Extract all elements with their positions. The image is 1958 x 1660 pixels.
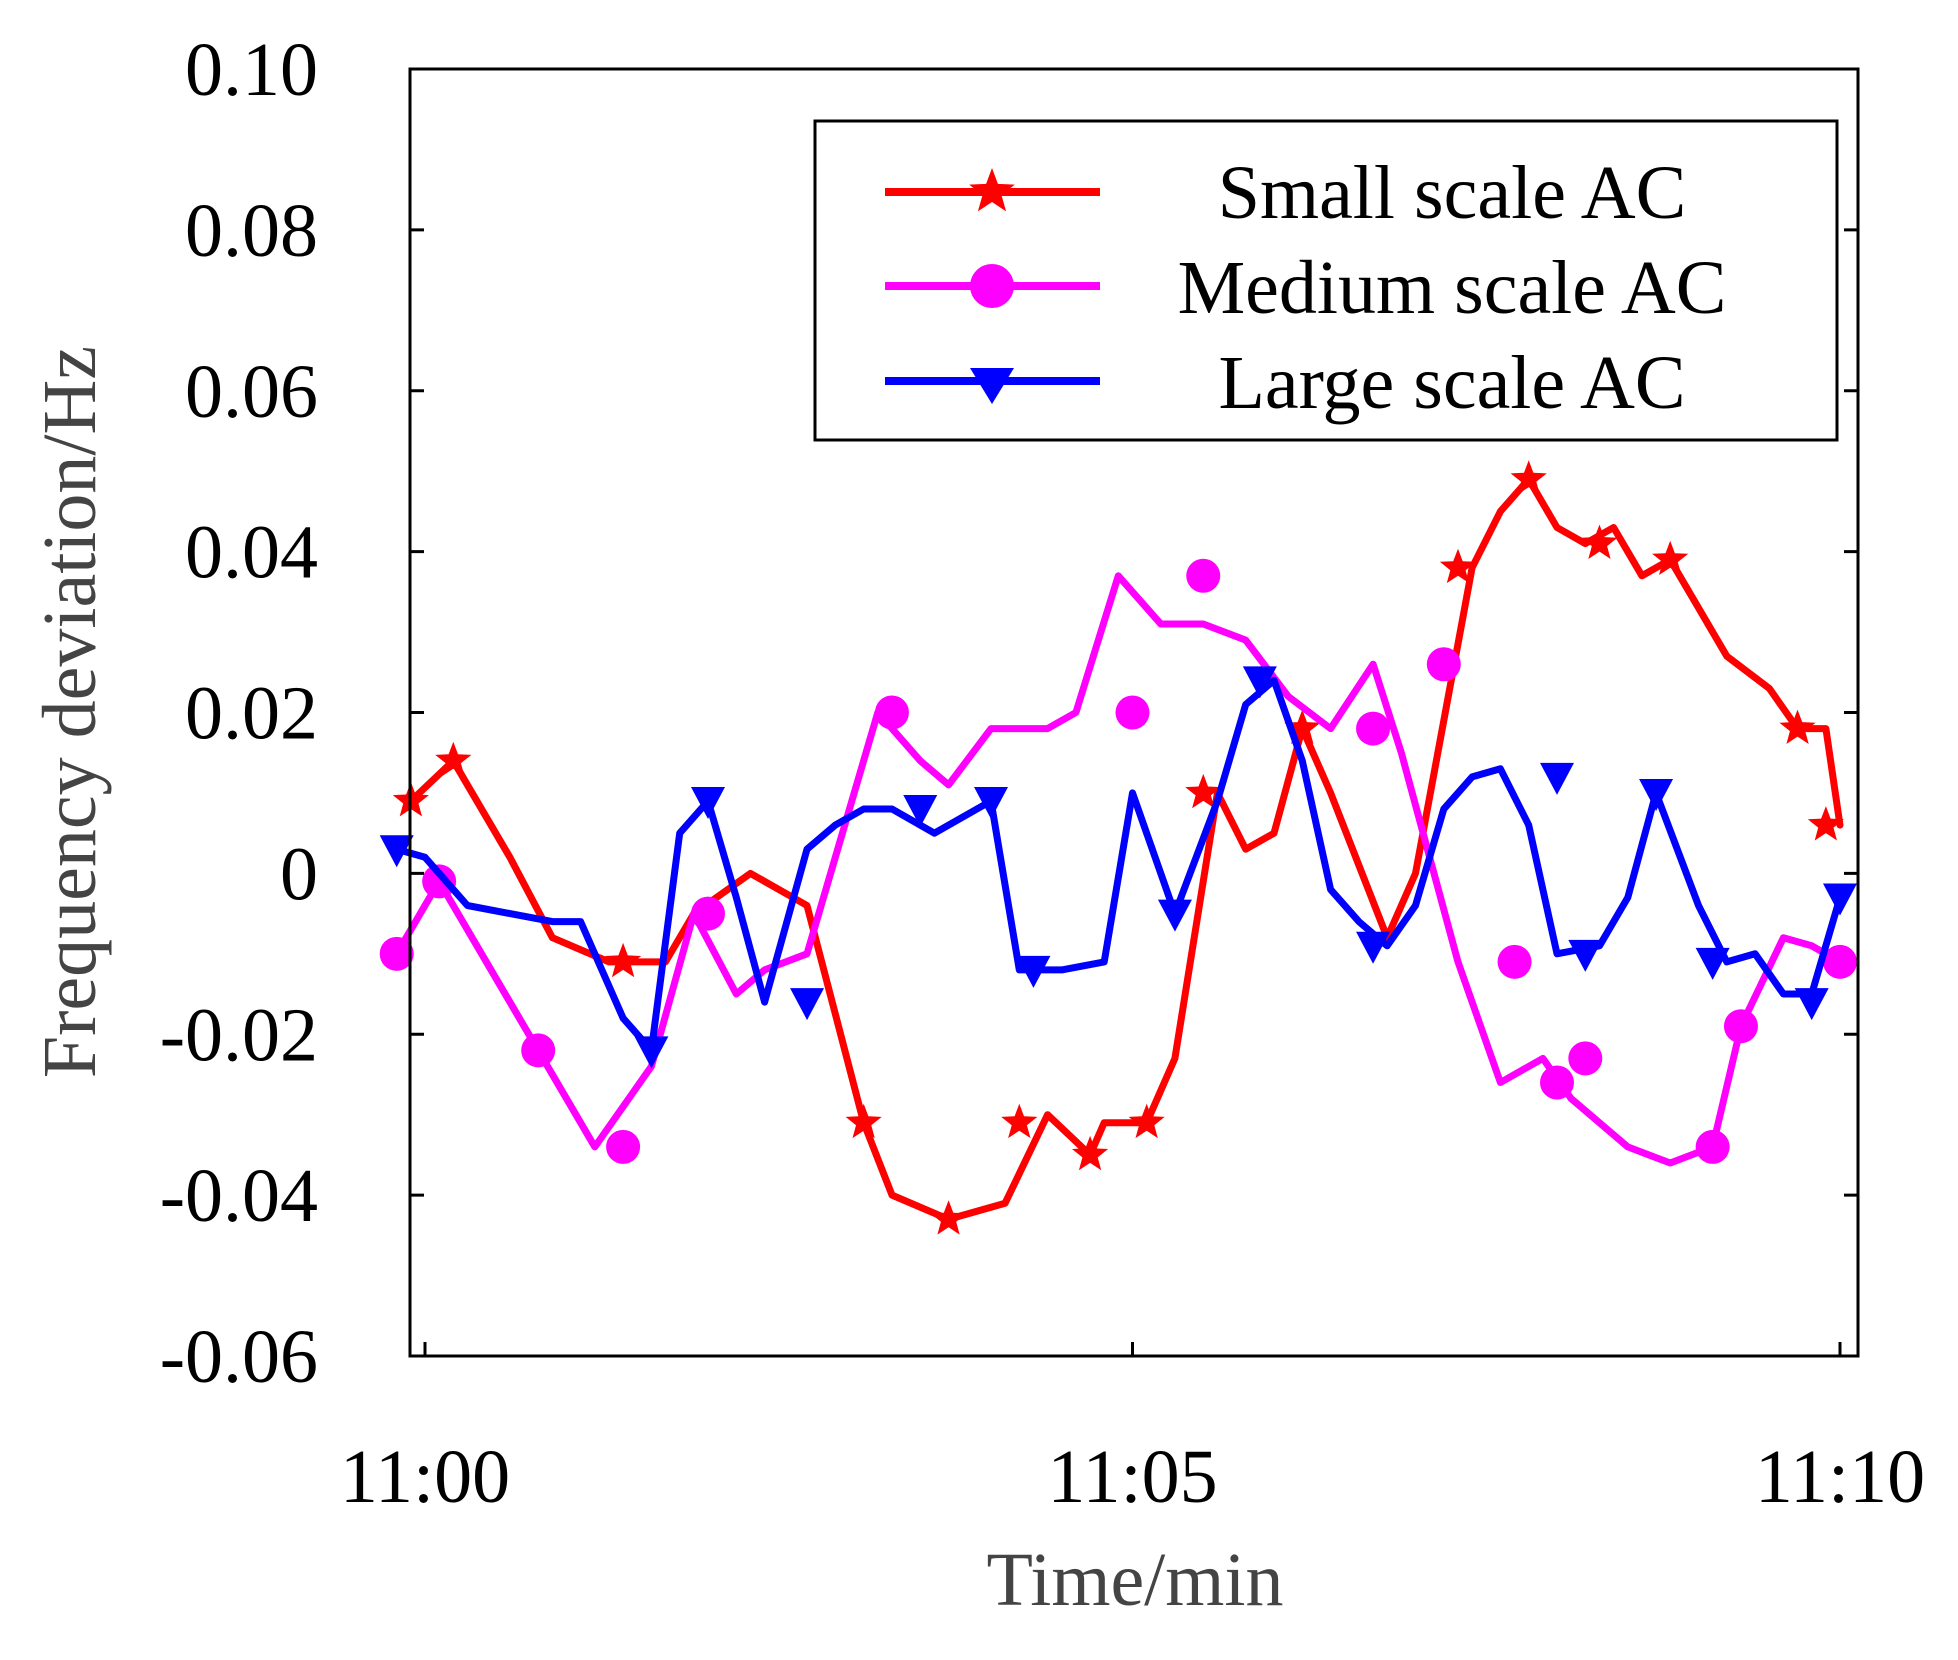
marker-circle — [691, 896, 725, 931]
marker-star — [1652, 540, 1689, 575]
legend-label-large: Large scale AC — [1218, 341, 1685, 425]
marker-star — [1779, 709, 1816, 744]
marker-star — [930, 1200, 967, 1235]
y-axis-ticks: -0.06 -0.04 -0.02 0 0.02 0.04 0.06 0.08 0.10 — [160, 28, 1858, 1399]
y-tick-label: 0.06 — [185, 350, 318, 434]
marker-circle — [606, 1129, 641, 1164]
marker-triangle — [1823, 883, 1857, 916]
legend-label-medium: Medium scale AC — [1178, 246, 1727, 330]
series-layer — [379, 460, 1857, 1235]
y-tick-label: -0.06 — [160, 1315, 318, 1399]
marker-circle — [1497, 944, 1532, 979]
x-tick-label: 11:00 — [340, 1435, 510, 1519]
marker-circle — [1568, 1041, 1603, 1076]
marker-triangle — [1695, 947, 1730, 980]
y-tick-label: 0.02 — [185, 672, 318, 756]
y-tick-label: 0.04 — [185, 511, 318, 595]
marker-circle — [1115, 695, 1150, 730]
legend-marker-medium — [970, 264, 1014, 308]
marker-star — [1510, 460, 1547, 495]
marker-circle — [874, 695, 909, 730]
marker-circle — [1186, 558, 1221, 593]
marker-star — [605, 942, 642, 978]
y-axis-title: Frequency deviation/Hz — [28, 346, 112, 1078]
marker-star — [1807, 806, 1844, 841]
y-tick-label: 0.10 — [185, 28, 318, 112]
x-tick-label: 11:10 — [1755, 1435, 1925, 1519]
marker-circle — [1356, 711, 1391, 746]
x-axis-title: Time/min — [986, 1538, 1283, 1622]
x-axis-ticks: 11:00 11:05 11:10 — [340, 1342, 1925, 1519]
marker-star — [1001, 1103, 1038, 1139]
series-line-1 — [393, 572, 1844, 1167]
marker-triangle — [691, 786, 725, 819]
marker-triangle — [903, 795, 938, 828]
marker-circle — [422, 864, 457, 899]
marker-circle — [1823, 944, 1857, 979]
y-tick-label: -0.02 — [160, 993, 318, 1077]
y-tick-label: 0 — [280, 832, 318, 916]
marker-star — [435, 741, 472, 777]
legend-label-small: Small scale AC — [1218, 151, 1687, 235]
marker-triangle — [1794, 988, 1829, 1021]
marker-star — [1284, 709, 1321, 744]
x-tick-label: 11:05 — [1047, 1435, 1217, 1519]
marker-star — [1072, 1135, 1109, 1171]
marker-circle — [379, 936, 414, 971]
marker-circle — [1723, 1009, 1758, 1044]
y-tick-label: -0.04 — [160, 1154, 318, 1238]
marker-circle — [1426, 647, 1461, 682]
marker-circle — [521, 1033, 556, 1068]
marker-triangle — [1356, 931, 1391, 964]
marker-triangle — [1016, 955, 1051, 988]
marker-triangle — [1157, 899, 1192, 932]
marker-star — [1581, 524, 1618, 559]
legend: Small scale AC Medium scale AC Large sca… — [813, 119, 1839, 442]
marker-star — [1185, 773, 1222, 809]
marker-triangle — [379, 835, 414, 868]
marker-triangle — [1568, 939, 1603, 972]
marker-triangle — [1540, 762, 1574, 795]
marker-triangle — [790, 988, 825, 1021]
series-line-0 — [407, 475, 1844, 1223]
series-line-2 — [393, 676, 1844, 1054]
y-tick-label: 0.08 — [185, 189, 318, 273]
legend-marker-small — [969, 168, 1015, 212]
marker-triangle — [974, 786, 1008, 819]
marker-circle — [1695, 1129, 1730, 1164]
marker-circle — [1540, 1065, 1574, 1100]
marker-star — [1128, 1103, 1165, 1139]
legend-marker-large — [970, 368, 1014, 404]
marker-star — [845, 1103, 882, 1139]
marker-star — [1439, 548, 1476, 584]
marker-triangle — [1242, 666, 1277, 699]
marker-triangle — [634, 1036, 669, 1069]
marker-triangle — [1639, 778, 1674, 811]
